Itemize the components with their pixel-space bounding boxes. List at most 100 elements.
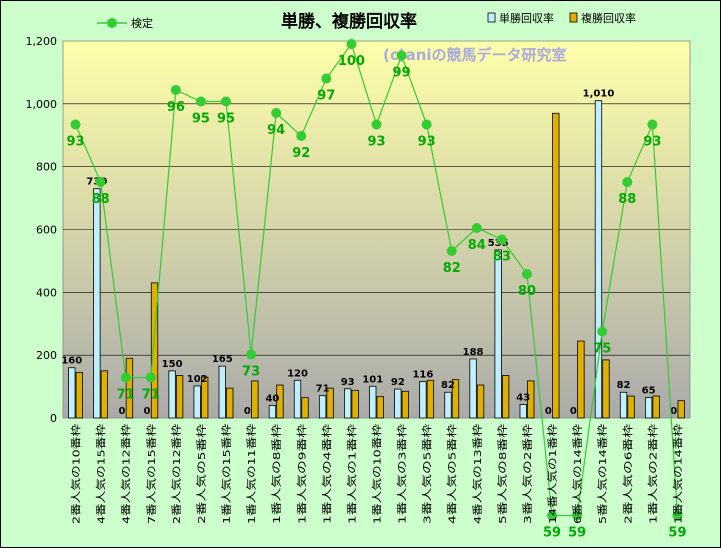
bar-tan (93, 188, 101, 419)
line-point (145, 372, 156, 383)
y-axis-ticks: 0 200 400 600 800 1,000 1,200 (26, 35, 58, 425)
line-point-label: 93 (66, 135, 84, 150)
x-category-label: 4番人気の13番枠 (471, 424, 484, 524)
bar-tan (293, 379, 302, 419)
bar-fuku (627, 395, 635, 419)
bar-fuku (652, 395, 660, 419)
bar-tan (644, 397, 653, 419)
bar-tan-label: 165 (212, 354, 233, 365)
bar-tan (419, 381, 427, 419)
bar-tan-label: 102 (187, 374, 208, 385)
line-point-label: 80 (518, 284, 536, 299)
bar-tan-label: 40 (265, 393, 279, 404)
line-point-label: 94 (267, 123, 285, 138)
bar-fuku (351, 389, 359, 419)
y-tick-label: 1,200 (26, 35, 58, 48)
bar-tan-label: 0 (570, 406, 577, 417)
line-point (296, 131, 307, 141)
bar-fuku (401, 390, 409, 419)
x-category-label: 2番人気の6番枠 (621, 424, 634, 524)
bar-tan-label: 160 (61, 356, 82, 367)
bar-tan-label: 0 (670, 406, 677, 417)
bar-fuku (577, 340, 585, 419)
line-point-label: 75 (593, 342, 611, 357)
legend-tan-swatch (487, 12, 496, 23)
bar-fuku (677, 400, 685, 419)
x-category-label: 1番人気の8番枠 (270, 424, 283, 524)
x-category-label: 4番人気の12番枠 (120, 424, 133, 524)
line-point (70, 119, 81, 130)
chart-title: 単勝、複勝回収率 (281, 11, 417, 32)
line-point (672, 510, 683, 521)
line-point-label: 97 (317, 89, 335, 104)
bar-tan (268, 405, 277, 419)
line-point (346, 39, 357, 49)
line-point-label: 71 (142, 388, 160, 403)
x-category-label: 2番人気の10番枠 (70, 424, 83, 524)
line-series: 93 88 71 71 96 95 95 73 94 92 97 100 93 99 93 82 84 83 80 5… (66, 39, 687, 541)
line-point (597, 326, 608, 337)
line-point (321, 73, 332, 84)
bar-fuku (326, 387, 334, 419)
line-point (271, 108, 282, 118)
bar-fuku (100, 370, 109, 419)
x-category-label: 1番人気の15番枠 (220, 424, 233, 524)
bar-fuku (251, 380, 259, 419)
bar-fuku (476, 384, 485, 419)
line-point (471, 223, 482, 233)
x-category-label: 1番人気の10番枠 (371, 424, 384, 524)
legend-fuku-swatch (569, 12, 578, 23)
bar-tan (218, 365, 226, 419)
bar-fuku (75, 372, 83, 419)
legend-fuku-label: 複勝回収率 (581, 11, 636, 25)
x-category-label: 6番人気の14番枠 (571, 424, 584, 524)
bar-tan (469, 358, 477, 419)
line-point-label: 73 (242, 365, 260, 380)
line-point-label: 96 (167, 100, 185, 115)
bar-fuku (527, 380, 535, 419)
line-point (446, 246, 457, 256)
legend-tan: 単勝回収率 (487, 11, 554, 25)
bar-fuku (501, 375, 510, 419)
bar-fuku (426, 379, 435, 419)
x-category-label: 3番人気の2番枠 (521, 424, 534, 524)
bar-tan-label: 150 (162, 359, 183, 370)
bar-tan (344, 388, 352, 419)
line-point-label: 59 (668, 526, 686, 541)
y-tick-label: 1,000 (26, 98, 58, 111)
bar-tan (68, 367, 76, 419)
bar-tan-label: 0 (118, 406, 125, 417)
bar-tan-label: 535 (488, 238, 509, 249)
line-point (95, 177, 106, 187)
line-point-label: 82 (443, 261, 461, 276)
line-point-label: 71 (117, 388, 135, 403)
bar-fuku (175, 375, 184, 419)
line-point-label: 88 (92, 192, 110, 207)
y-tick-label: 400 (36, 286, 57, 299)
bar-tan-label: 120 (287, 368, 308, 379)
gridlines (63, 103, 690, 356)
line-point (496, 234, 507, 245)
bar-tan-label: 0 (144, 406, 151, 417)
y-tick-label: 200 (36, 349, 57, 362)
line-point (572, 510, 583, 521)
x-category-label: 3番人気の5番枠 (421, 424, 434, 524)
line-point-label: 92 (292, 146, 310, 161)
x-axis-categories: 2番人気の10番枠 4番人気の15番枠 4番人気の12番枠 7番人気の15番枠 2番人気… (70, 424, 685, 524)
x-category-label: 1番人気の2番枠 (646, 424, 659, 524)
line-point (195, 96, 206, 107)
bar-tan-label: 82 (441, 380, 455, 391)
line-point (170, 85, 181, 95)
bars (68, 100, 685, 419)
x-category-label: 2番人気の12番枠 (170, 424, 183, 524)
line-point (547, 510, 558, 521)
line-point-label: 84 (468, 238, 486, 253)
line-point-label: 93 (367, 135, 385, 150)
line-point-label: 95 (192, 112, 210, 127)
bar-fuku (125, 357, 134, 419)
legend-line-marker (107, 18, 117, 28)
legend-fuku: 複勝回収率 (569, 11, 636, 25)
line-point (120, 372, 131, 383)
line-point-label: 93 (643, 135, 661, 150)
